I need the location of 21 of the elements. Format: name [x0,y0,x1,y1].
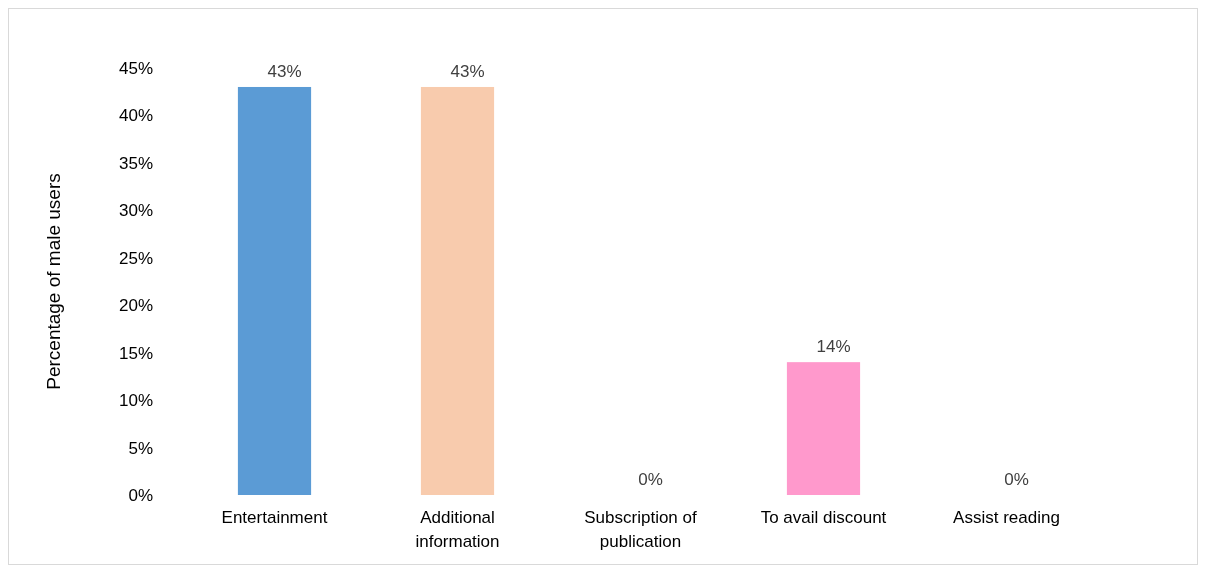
y-tick-label: 35% [118,153,153,173]
data-label: 43% [267,61,302,81]
x-tick-label: To avail discount [760,508,887,527]
data-label: 0% [1004,470,1029,489]
x-tick-label: Entertainment [221,508,328,527]
y-tick-label: 0% [128,485,153,505]
y-tick-label: 15% [118,343,153,363]
y-tick-label: 25% [118,248,153,268]
y-tick-label: 45% [118,58,153,78]
y-tick-label: 20% [118,296,153,316]
x-tick-label: Subscription of publication [584,508,697,551]
x-tick-label: Assist reading [953,508,1060,527]
y-tick-label: 30% [118,201,153,221]
data-label: 0% [638,470,663,489]
y-tick-label: 40% [118,106,153,126]
data-label: 14% [816,337,851,357]
data-label: 43% [450,61,485,81]
y-axis-title: Percentage of male users [43,173,64,390]
x-tick-label: Additional information [415,508,500,551]
y-tick-label: 10% [118,391,153,411]
y-tick-label: 5% [128,438,153,458]
